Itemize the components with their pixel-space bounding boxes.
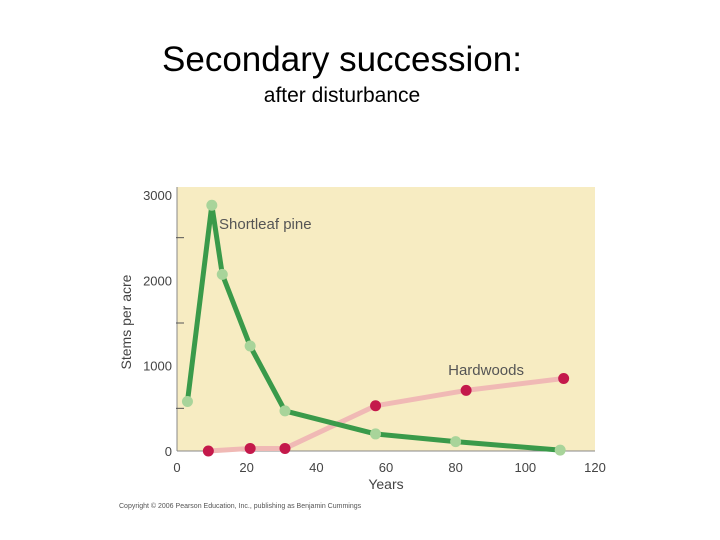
x-axis-label: Years <box>368 476 403 492</box>
shortleaf-pine-label: Shortleaf pine <box>219 216 312 233</box>
shortleaf-pine-point <box>244 340 256 352</box>
shortleaf-pine-point <box>181 396 193 408</box>
hardwoods-point <box>558 372 570 384</box>
shortleaf-pine-point <box>279 405 291 417</box>
hardwoods-point <box>370 400 382 412</box>
x-tick-label: 0 <box>173 460 180 475</box>
y-tick-label: 1000 <box>143 359 172 374</box>
slide-subtitle: after disturbance <box>263 84 421 107</box>
x-tick-label: 80 <box>448 460 462 475</box>
x-tick-label: 100 <box>514 460 536 475</box>
hardwoods-point <box>202 445 214 457</box>
hardwoods-point <box>460 384 472 396</box>
series-layer <box>181 199 570 457</box>
x-tick-label: 20 <box>239 460 253 475</box>
hardwoods-point <box>279 442 291 454</box>
y-tick-label: 3000 <box>143 188 172 203</box>
x-tick-label: 40 <box>309 460 323 475</box>
shortleaf-pine-point <box>206 199 218 211</box>
shortleaf-pine-point <box>216 268 228 280</box>
y-tick-label: 0 <box>165 444 172 459</box>
slide-title: Secondary succession: <box>162 40 522 79</box>
shortleaf-pine-line <box>184 202 563 453</box>
hardwoods-line <box>205 375 567 454</box>
series-labels: Hardwoods Shortleaf pine <box>219 216 524 379</box>
shortleaf-pine-point <box>554 444 566 456</box>
plot-area <box>177 187 595 451</box>
copyright-note: Copyright © 2006 Pearson Education, Inc.… <box>119 503 362 510</box>
x-tick-label: 60 <box>379 460 393 475</box>
shortleaf-pine-point <box>450 436 462 448</box>
hardwoods-label: Hardwoods <box>448 362 524 379</box>
shortleaf-pine-point <box>370 428 382 440</box>
y-tick-label: 2000 <box>143 273 172 288</box>
hardwoods-point <box>244 442 256 454</box>
axes: 0 1000 2000 3000 0 20 40 60 80 100 120 <box>143 187 606 475</box>
y-axis-label: Stems per acre <box>118 274 134 369</box>
x-tick-label: 120 <box>584 460 606 475</box>
